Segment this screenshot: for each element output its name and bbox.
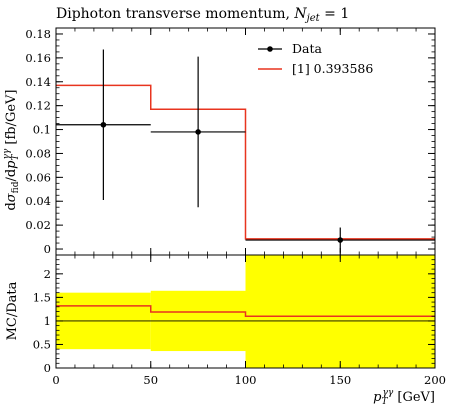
legend-data-label: Data — [292, 41, 322, 56]
ratio-y-axis-label: MC/Data — [5, 281, 20, 340]
x-tick-label: 50 — [143, 373, 158, 387]
main-y-tick-label: 0.02 — [25, 218, 51, 232]
ratio-y-tick-label: 2 — [44, 267, 51, 281]
main-plot-panel: 0 0.02 0.04 0.06 0.08 0.1 0.12 0.14 0.16 0.18 — [25, 27, 436, 256]
ratio-y-tick-label: 1.5 — [33, 290, 51, 304]
ratio-y-tick-label: 0 — [44, 361, 51, 375]
ratio-plot-panel: 0 0.5 1 1.5 2 0 50 100 150 200 — [33, 28, 446, 387]
x-tick-label: 100 — [235, 373, 257, 387]
main-y-tick-label: 0.08 — [25, 146, 51, 160]
x-axis-label: pTγγ [GeV] — [373, 388, 435, 407]
data-marker — [337, 237, 344, 243]
data-marker — [100, 121, 107, 128]
data-point — [150, 56, 246, 208]
mc-step-line — [56, 84, 435, 240]
ratio-mc-step-line — [56, 305, 435, 317]
mc-prediction-histogram — [56, 84, 435, 240]
main-y-axis-label: dσfid/dpTγγ [fb/GeV] — [2, 89, 21, 210]
ratio-y-tick-label: 0.5 — [33, 337, 51, 351]
x-axis-ticks: 0 50 100 150 200 — [52, 28, 446, 387]
ratio-y-tick-label: 1 — [44, 314, 51, 328]
main-y-tick-label: 0.18 — [25, 27, 51, 41]
ratio-mc-histogram — [56, 305, 435, 317]
main-y-ticks: 0 0.02 0.04 0.06 0.08 0.1 0.12 0.14 0.16 0.18 — [25, 27, 435, 256]
main-y-tick-label: 0 — [44, 242, 51, 256]
x-tick-label: 200 — [424, 373, 446, 387]
main-y-tick-label: 0.04 — [25, 194, 51, 208]
main-y-tick-label: 0.06 — [25, 170, 51, 184]
legend: Data [1] 0.393586 — [258, 41, 373, 76]
legend-entry-mc: [1] 0.393586 — [258, 61, 373, 76]
x-tick-label: 0 — [52, 373, 59, 387]
legend-data-marker — [267, 46, 273, 52]
ratio-plot-frame — [55, 254, 436, 369]
data-point — [56, 49, 151, 201]
x-tick-label: 150 — [329, 373, 351, 387]
main-y-tick-label: 0.14 — [25, 75, 51, 89]
legend-entry-data: Data — [258, 41, 322, 56]
main-y-tick-label: 0.12 — [25, 99, 51, 113]
data-marker — [195, 129, 201, 135]
main-y-tick-label: 0.1 — [33, 123, 51, 137]
uncertainty-band-segment — [245, 255, 435, 368]
legend-mc-label: [1] 0.393586 — [292, 61, 373, 76]
main-y-tick-label: 0.16 — [25, 51, 51, 65]
chart-title: Diphoton transverse momentum, Njet = 1 — [56, 6, 349, 24]
